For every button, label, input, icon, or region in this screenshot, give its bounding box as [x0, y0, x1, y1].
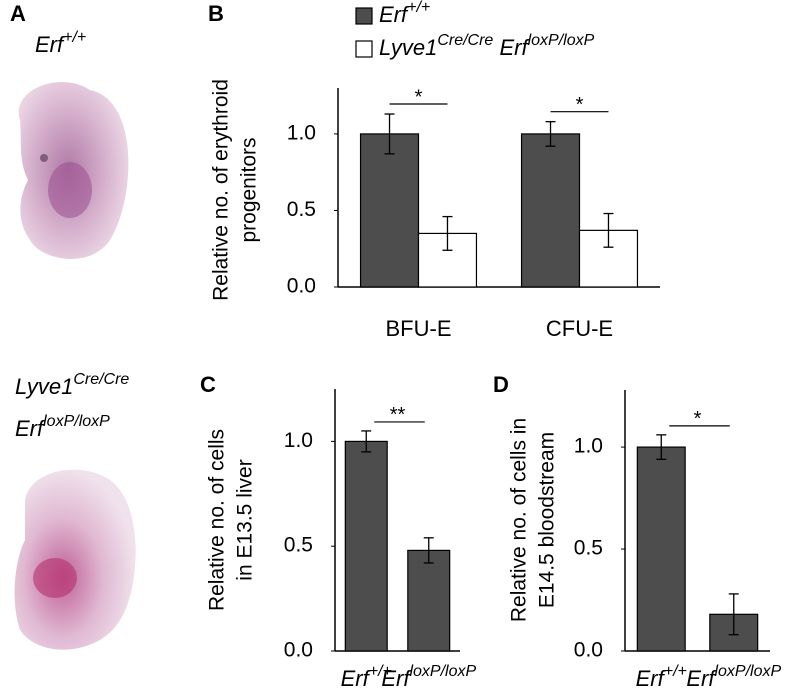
error-bar: [384, 113, 395, 155]
label-part: Lyve1: [379, 35, 437, 60]
error-bar: [656, 434, 667, 460]
superscript: Cre/Cre: [73, 371, 129, 388]
superscript: loxP/loxP: [528, 32, 595, 49]
significance-label: *: [415, 86, 423, 108]
bar: [359, 133, 420, 288]
y-tick-label: 0.0: [574, 639, 603, 662]
error-bar: [361, 430, 372, 453]
superscript: loxP/loxP: [409, 663, 476, 680]
y-axis-label: Relative no. of erythroid: [210, 79, 233, 301]
legend-swatch: [355, 40, 373, 58]
panel-label: C: [200, 372, 216, 397]
y-axis-label: in E13.5 liver: [234, 459, 257, 580]
y-tick-label: 0.5: [287, 198, 316, 221]
label-part: Erf: [381, 666, 412, 691]
x-tick-label: Erf+/+: [636, 663, 687, 691]
significance-label: *: [694, 408, 702, 430]
significance-label: **: [390, 404, 406, 426]
superscript: loxP/loxP: [43, 413, 110, 430]
label-part: Lyve1: [15, 374, 73, 399]
label-part: Erf: [636, 666, 667, 691]
superscript: +/+: [63, 29, 86, 46]
bar: [636, 446, 686, 652]
genotype-label: Lyve1Cre/Cre: [15, 371, 129, 399]
label-part: Erf: [15, 416, 46, 441]
label-part: Erf: [379, 2, 410, 27]
panel-label: D: [493, 372, 509, 397]
y-axis-label: Relative no. of cells in: [508, 418, 531, 622]
y-axis-label: E14.5 bloodstream: [536, 432, 559, 608]
error-bar: [442, 215, 453, 251]
legend-label: Erf+/+: [379, 0, 430, 27]
label-part: Erf: [35, 32, 66, 57]
y-tick-label: 1.0: [574, 435, 603, 458]
bar: [407, 549, 451, 652]
x-tick-label: Erf+/+: [341, 663, 392, 691]
panel-label: B: [208, 1, 224, 26]
superscript: +/+: [369, 663, 392, 680]
y-tick-label: 0.5: [574, 537, 603, 560]
bar: [344, 440, 388, 652]
superscript: +/+: [407, 0, 430, 16]
legend-label: Lyve1Cre/Cre ErfloxP/loxP: [379, 32, 595, 60]
error-bar: [603, 212, 614, 248]
genotype-label: ErfloxP/loxP: [15, 413, 110, 441]
y-axis-label: Relative no. of cells: [206, 429, 229, 611]
significance-label: *: [576, 94, 584, 116]
error-bar: [728, 593, 739, 636]
error-bar: [545, 121, 556, 147]
y-tick-label: 1.0: [287, 121, 316, 144]
legend-swatch: [355, 7, 373, 25]
x-tick-label: ErfloxP/loxP: [686, 663, 781, 691]
embryo-image: [14, 469, 136, 650]
x-tick-label: CFU-E: [546, 316, 613, 341]
superscript: +/+: [664, 663, 687, 680]
embryo-image: [18, 81, 129, 259]
y-tick-label: 0.0: [287, 275, 316, 298]
x-tick-label: BFU-E: [386, 316, 452, 341]
genotype-label: Erf+/+: [35, 29, 86, 57]
label-part: Erf: [686, 666, 717, 691]
y-tick-label: 0.0: [284, 639, 313, 662]
y-tick-label: 1.0: [284, 429, 313, 452]
label-part: Erf: [341, 666, 372, 691]
superscript: loxP/loxP: [714, 663, 781, 680]
x-tick-label: ErfloxP/loxP: [381, 663, 476, 691]
bar: [520, 133, 581, 288]
y-tick-label: 0.5: [284, 534, 313, 557]
y-axis-label: progenitors: [238, 137, 261, 242]
superscript: Cre/Cre: [437, 32, 493, 49]
error-bar: [423, 537, 434, 564]
panel-label: A: [10, 1, 26, 26]
label-part: Erf: [493, 35, 530, 60]
